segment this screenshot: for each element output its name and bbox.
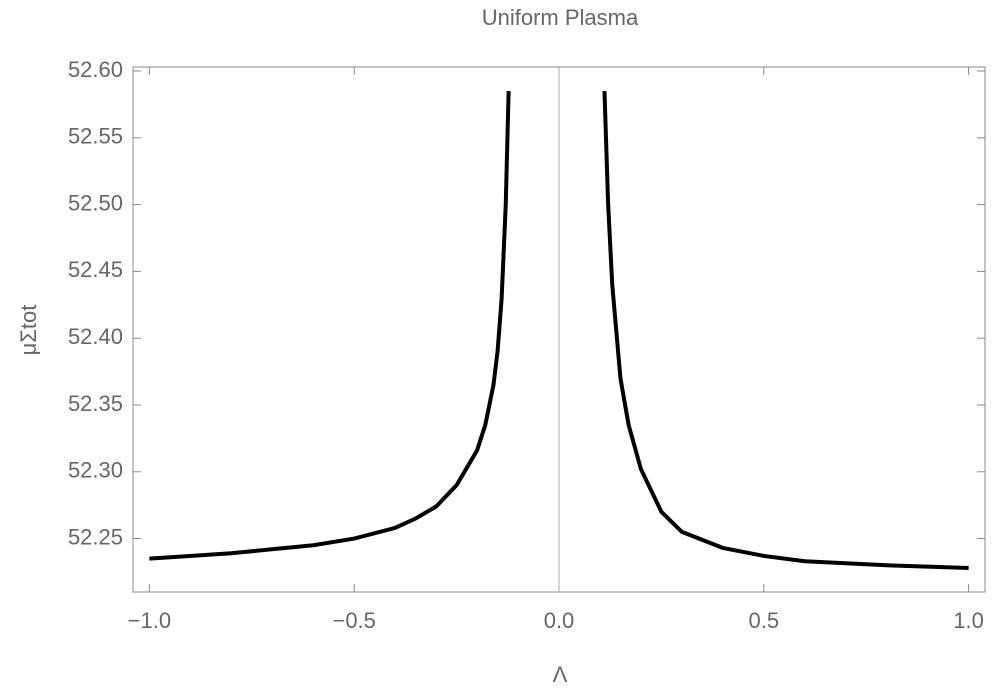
y-tick-label: 52.30 bbox=[68, 458, 123, 483]
y-axis-label: μΣtot bbox=[16, 305, 41, 356]
x-axis-label: Λ bbox=[553, 662, 568, 687]
x-tick-label: 0.5 bbox=[749, 608, 780, 633]
y-tick-label: 52.35 bbox=[68, 391, 123, 416]
data-line bbox=[149, 90, 969, 570]
y-tick-label: 52.50 bbox=[68, 190, 123, 215]
y-tick-label: 52.55 bbox=[68, 124, 123, 149]
x-tick-label: 1.0 bbox=[953, 608, 984, 633]
chart-title: Uniform Plasma bbox=[482, 5, 639, 30]
x-tick-label: 0.0 bbox=[544, 608, 575, 633]
y-tick-label: 52.25 bbox=[68, 524, 123, 549]
y-tick-label: 52.60 bbox=[68, 57, 123, 82]
y-tick-label: 52.40 bbox=[68, 324, 123, 349]
x-tick-label: −0.5 bbox=[332, 608, 375, 633]
y-tick-label: 52.45 bbox=[68, 257, 123, 282]
x-tick-label: −1.0 bbox=[128, 608, 171, 633]
